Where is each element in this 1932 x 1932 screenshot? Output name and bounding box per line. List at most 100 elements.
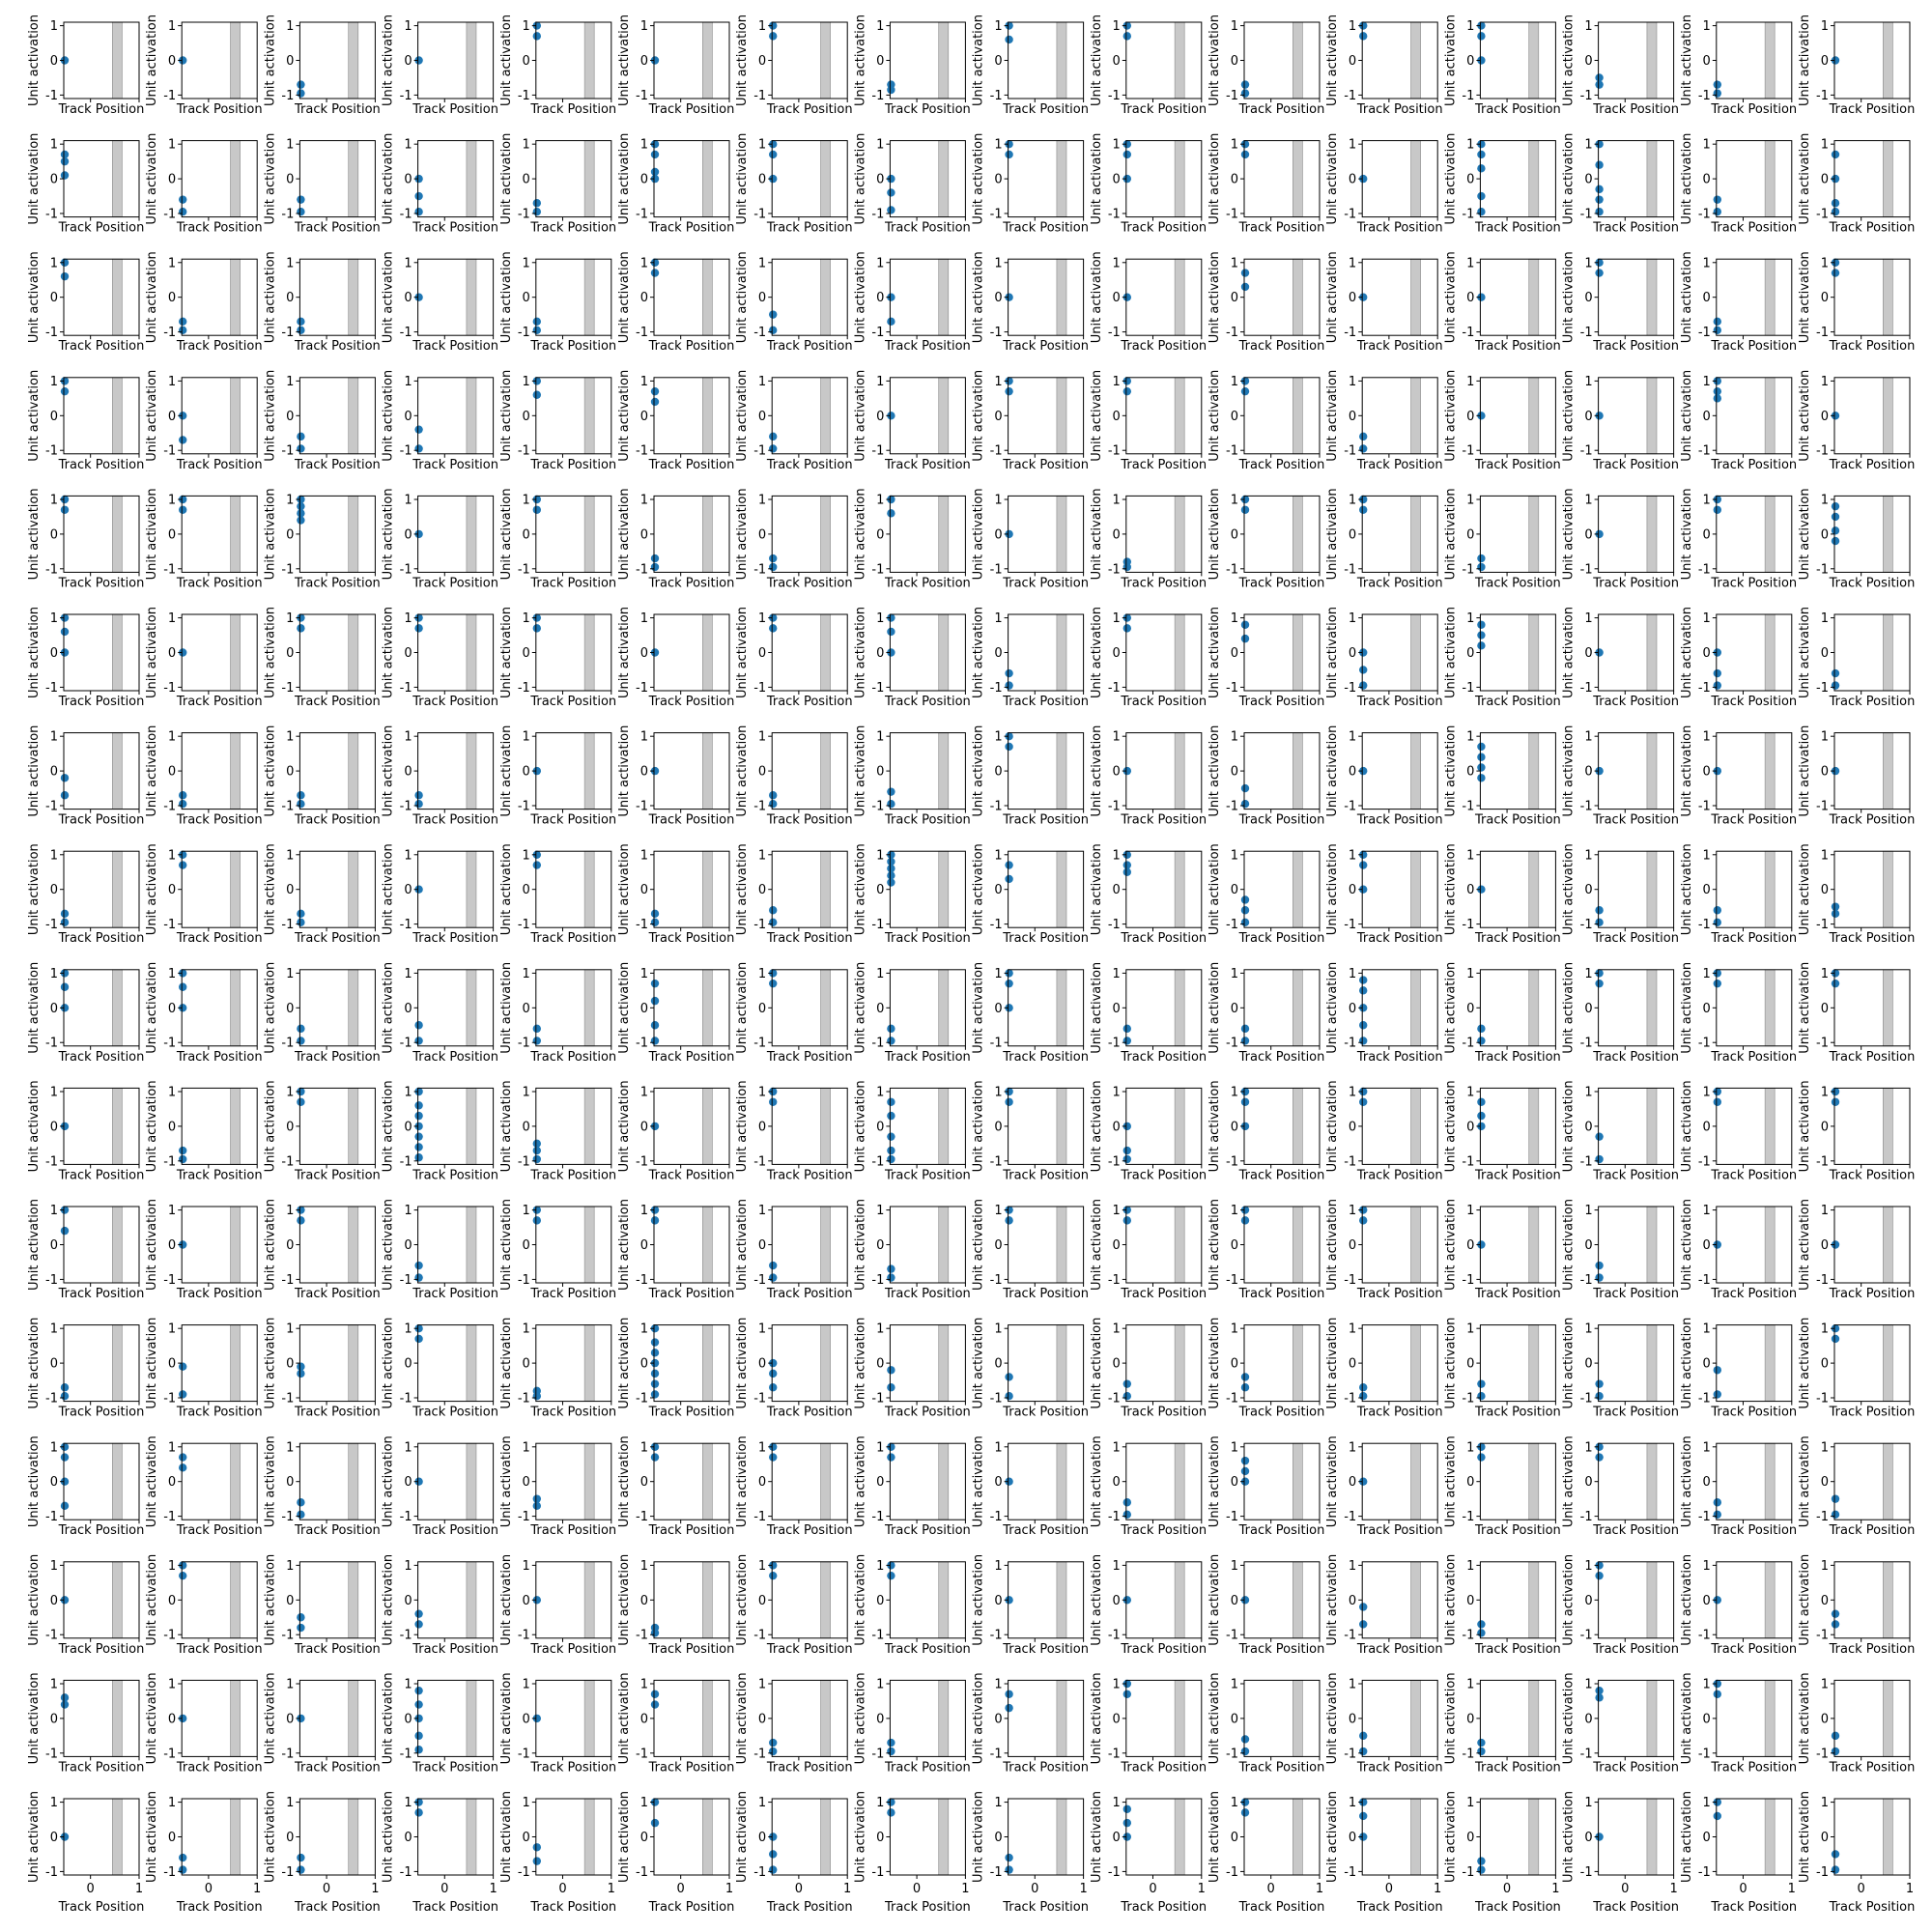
y-tick-label: 0: [1703, 527, 1711, 542]
y-tick-label: 1: [168, 256, 176, 270]
y-tick-label: -1: [1108, 681, 1121, 696]
data-point: [1477, 1747, 1486, 1756]
axes-frame: [1833, 1561, 1911, 1639]
y-tick-label: -1: [281, 89, 294, 103]
data-point: [1359, 986, 1368, 995]
y-tick-label: -1: [871, 89, 884, 103]
data-point: [60, 918, 70, 927]
axes-frame: [889, 258, 966, 336]
y-tick-label: 0: [404, 1712, 412, 1726]
y-tick-label: -1: [1344, 681, 1356, 696]
data-point: [1122, 624, 1132, 633]
data-point: [1122, 1037, 1132, 1045]
y-axis-label: Unit activation: [263, 1199, 277, 1291]
y-tick-label: -1: [45, 89, 58, 103]
data-point: [1477, 641, 1486, 650]
data-point: [887, 1037, 895, 1045]
x-axis-label: Track Position: [1474, 813, 1561, 828]
y-tick-label: 0: [876, 173, 884, 187]
y-tick-label: 0: [1231, 1120, 1238, 1134]
data-point: [1477, 1865, 1486, 1874]
y-tick-label: 0: [168, 1831, 176, 1845]
shaded-band: [1764, 496, 1776, 573]
y-tick-label: 1: [758, 1440, 766, 1455]
data-point: [1005, 668, 1013, 678]
data-point: [1005, 681, 1013, 690]
y-tick-label: -1: [45, 326, 58, 340]
shaded-band: [112, 1206, 123, 1284]
y-tick-label: -1: [1580, 1747, 1593, 1761]
data-point: [60, 495, 70, 504]
axes-frame: [1833, 613, 1911, 692]
y-tick-label: -1: [1108, 89, 1121, 103]
y-tick-label: 1: [1584, 1677, 1592, 1691]
y-tick-label: -1: [1698, 681, 1711, 696]
axes-frame: [417, 969, 495, 1047]
y-axis-label: Unit activation: [1208, 725, 1222, 817]
shaded-band: [1293, 258, 1303, 336]
x-axis-label: Track Position: [648, 458, 735, 472]
shaded-band: [1883, 496, 1893, 573]
shaded-band: [1646, 377, 1658, 455]
y-tick-label: -1: [163, 89, 176, 103]
axes-frame: [1598, 1087, 1675, 1165]
y-tick-label: 1: [640, 493, 648, 507]
data-point: [297, 1037, 305, 1045]
x-axis-label: Track Position: [529, 221, 616, 236]
y-tick-label: 1: [1231, 493, 1238, 507]
y-tick-label: 0: [1703, 1831, 1711, 1845]
axes-frame: [417, 258, 495, 336]
y-tick-label: -1: [281, 1510, 294, 1524]
y-tick-label: 1: [50, 256, 58, 270]
y-tick-label: 0: [1231, 527, 1238, 542]
data-point: [179, 436, 187, 444]
data-point: [887, 800, 895, 809]
y-tick-label: -1: [990, 1273, 1003, 1288]
y-tick-label: 0: [758, 527, 766, 542]
axes-frame: [63, 140, 140, 218]
shaded-band: [820, 258, 831, 336]
x-axis-label: Track Position: [1120, 1760, 1207, 1775]
x-axis-label: Track Position: [58, 1523, 145, 1538]
y-tick-label: 0: [1821, 291, 1829, 305]
data-point: [1359, 1747, 1368, 1756]
y-tick-label: 1: [1113, 848, 1121, 863]
y-axis-label: Unit activation: [263, 488, 277, 580]
axes-frame: [1598, 258, 1675, 336]
shaded-band: [702, 1088, 713, 1165]
y-tick-label: 1: [640, 138, 648, 153]
y-tick-label: 1: [168, 1085, 176, 1099]
y-tick-label: 1: [994, 730, 1002, 745]
y-axis-label: Unit activation: [1208, 607, 1222, 698]
shaded-band: [1528, 613, 1540, 692]
y-tick-label: -1: [163, 562, 176, 577]
y-tick-label: 1: [758, 848, 766, 863]
y-axis-label: Unit activation: [382, 14, 396, 106]
axes-frame: [1479, 1798, 1556, 1876]
y-tick-label: 0: [50, 765, 58, 780]
y-tick-label: 0: [168, 1238, 176, 1253]
data-point: [887, 412, 895, 420]
y-axis-label: Unit activation: [617, 133, 632, 225]
data-point: [650, 1369, 660, 1378]
data-point: [1477, 554, 1486, 563]
axes-frame: [535, 377, 612, 455]
data-point: [1359, 648, 1368, 657]
axes-frame: [63, 495, 140, 573]
y-tick-label: -1: [753, 1037, 766, 1051]
x-axis-label: Track Position: [766, 695, 853, 709]
y-tick-label: 0: [286, 1594, 294, 1608]
y-tick-label: -1: [45, 562, 58, 577]
shaded-band: [938, 1442, 950, 1520]
shaded-band: [1174, 377, 1185, 455]
y-tick-label: 0: [1584, 1594, 1592, 1608]
data-point: [1240, 895, 1250, 904]
shaded-band: [1646, 1088, 1658, 1165]
axes-frame: [771, 495, 848, 573]
